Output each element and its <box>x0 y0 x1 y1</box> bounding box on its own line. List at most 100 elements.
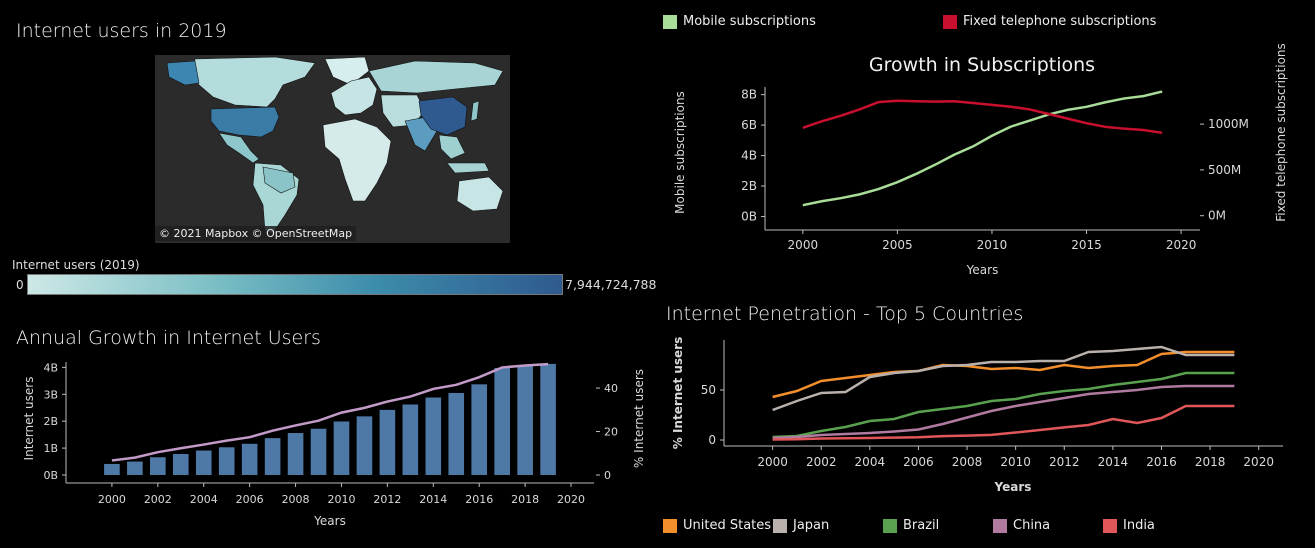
y-tick-label: 0 <box>708 433 716 447</box>
x-tick-label: 2016 <box>1146 455 1177 469</box>
europe-shape[interactable] <box>330 76 378 116</box>
series-line-japan <box>772 345 1235 412</box>
world-map[interactable]: © 2021 Mapbox © OpenStreetMap <box>155 55 510 243</box>
x-tick-label: 2002 <box>806 455 837 469</box>
legend-swatch-china <box>993 518 1007 533</box>
indonesia-shape[interactable] <box>446 162 490 174</box>
bar <box>425 397 442 475</box>
penetration-chart[interactable]: 0 50 2000 2002 2004 2006 2008 2010 2012 2014 2016 2… <box>660 330 1315 506</box>
y-axis-label: % Internet users <box>671 337 685 449</box>
x-tick-label: 2012 <box>373 493 401 506</box>
subscriptions-title: Growth in Subscriptions <box>869 54 1095 76</box>
series-line-united-states <box>772 350 1235 399</box>
legend-swatch-united-states <box>663 518 677 533</box>
bar <box>241 443 258 475</box>
y-tick-label: 4B <box>43 361 58 374</box>
bar <box>402 404 419 475</box>
x-tick-label: 2006 <box>236 493 264 506</box>
bar <box>150 457 166 475</box>
series-line-fixed <box>802 99 1163 135</box>
bar <box>356 416 373 475</box>
bar <box>471 384 488 475</box>
penetration-title: Internet Penetration - Top 5 Countries <box>666 303 1024 325</box>
legend-swatch-japan <box>773 518 787 533</box>
series-line-brazil <box>772 371 1235 439</box>
x-axis-label: Years <box>313 514 346 528</box>
color-scale-max: 7,944,724,788 <box>565 277 657 292</box>
legend-label-japan: Japan <box>793 518 830 533</box>
bar <box>494 367 510 475</box>
map-panel-title: Internet users in 2019 <box>16 20 227 42</box>
x-axis-label: Years <box>966 263 999 277</box>
x-tick-label: 2014 <box>419 493 447 506</box>
legend-item-china[interactable]: China <box>993 518 1050 533</box>
y2-axis-label: Fixed telephone subscriptions <box>1274 44 1288 222</box>
legend-item-india[interactable]: India <box>1103 518 1155 533</box>
annual-growth-chart[interactable]: 0B 1B 2B 3B 4B 0 20 40 2000 2002 2004 2006 2008 2010 2… <box>0 350 650 548</box>
x-tick-label: 2020 <box>557 493 585 506</box>
x-tick-label: 2010 <box>977 238 1008 252</box>
x-tick-label: 2016 <box>465 493 493 506</box>
legend-item-mobile[interactable]: Mobile subscriptions <box>663 14 816 29</box>
y-tick-label: 0B <box>43 469 58 482</box>
canada-shape[interactable] <box>190 56 316 108</box>
japan-shape[interactable] <box>470 100 480 122</box>
bar <box>540 363 556 475</box>
legend-item-fixed[interactable]: Fixed telephone subscriptions <box>943 14 1156 29</box>
x-tick-label: 2015 <box>1071 238 1102 252</box>
x-tick-label: 2020 <box>1166 238 1197 252</box>
y-tick-label: 50 <box>701 383 716 397</box>
legend-label-china: China <box>1013 518 1051 533</box>
china-shape[interactable] <box>418 96 468 136</box>
y2-tick-label: 20 <box>604 426 618 439</box>
y-axis-label: Mobile subscriptions <box>673 91 687 214</box>
y2-tick-label: 500M <box>1208 163 1241 177</box>
x-tick-label: 2010 <box>327 493 355 506</box>
color-scale-min: 0 <box>16 278 24 292</box>
x-tick-label: 2018 <box>1195 455 1226 469</box>
x-tick-label: 2004 <box>190 493 218 506</box>
brazil-shape[interactable] <box>262 166 296 194</box>
legend-item-japan[interactable]: Japan <box>773 518 829 533</box>
series-line-india <box>772 404 1235 441</box>
africa-shape[interactable] <box>322 118 392 202</box>
series-line-china <box>772 384 1235 440</box>
legend-label-fixed: Fixed telephone subscriptions <box>963 14 1157 29</box>
se-asia-shape[interactable] <box>438 134 466 160</box>
mexico-shape[interactable] <box>218 132 260 164</box>
alaska-shape[interactable] <box>166 60 200 86</box>
x-tick-label: 2000 <box>98 493 126 506</box>
x-tick-label: 2004 <box>855 455 886 469</box>
y-tick-label: 6B <box>741 118 757 132</box>
x-tick-label: 2000 <box>788 238 819 252</box>
x-tick-label: 2010 <box>1000 455 1031 469</box>
legend-label-brazil: Brazil <box>903 518 940 533</box>
y-tick-label: 2B <box>741 179 757 193</box>
legend-item-united-states[interactable]: United States <box>663 518 771 533</box>
australia-shape[interactable] <box>456 176 504 212</box>
y-tick-label: 4B <box>741 149 757 163</box>
greenland-shape[interactable] <box>324 56 370 86</box>
legend-swatch-mobile <box>663 14 677 29</box>
y2-tick-label: 1000M <box>1208 117 1249 131</box>
y-tick-label: 0B <box>741 209 757 223</box>
legend-swatch-brazil <box>883 518 897 533</box>
usa-shape[interactable] <box>210 106 280 138</box>
legend-label-india: India <box>1123 518 1155 533</box>
bar <box>287 433 304 475</box>
series-line-mobile <box>802 90 1163 207</box>
x-tick-label: 2002 <box>144 493 172 506</box>
y-tick-label: 2B <box>43 415 58 428</box>
x-tick-label: 2005 <box>882 238 913 252</box>
russia-shape[interactable] <box>368 60 504 94</box>
color-scale-title: Internet users (2019) <box>12 258 140 272</box>
y-tick-label: 3B <box>43 388 58 401</box>
bar <box>448 392 465 475</box>
subscriptions-chart[interactable]: Growth in Subscriptions 0B 2B 4B 6B 8B 0M 500M 1… <box>660 44 1315 290</box>
x-tick-label: 2000 <box>757 455 788 469</box>
x-tick-label: 2014 <box>1098 455 1129 469</box>
x-tick-label: 2018 <box>511 493 539 506</box>
y2-tick-label: 0M <box>1208 209 1226 223</box>
legend-item-brazil[interactable]: Brazil <box>883 518 939 533</box>
map-attribution[interactable]: © 2021 Mapbox © OpenStreetMap <box>155 226 357 241</box>
